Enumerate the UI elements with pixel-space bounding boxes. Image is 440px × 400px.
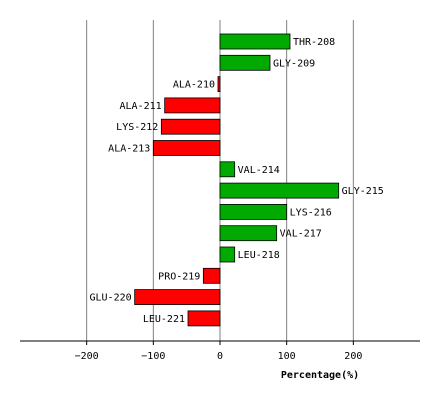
bar-gly-209 <box>219 54 271 71</box>
x-tick-label: −100 <box>141 351 165 362</box>
category-label: THR-208 <box>293 37 335 48</box>
bar-leu-218 <box>219 246 236 263</box>
category-label: ALA-213 <box>108 144 150 155</box>
bar-lys-212 <box>160 118 221 135</box>
x-tick-label: 200 <box>344 351 362 362</box>
bar-ala-213 <box>152 140 221 156</box>
category-label: GLY-215 <box>342 186 384 197</box>
category-label: LEU-218 <box>238 250 280 261</box>
grid-lines <box>86 20 354 341</box>
category-label: LYS-212 <box>116 122 158 133</box>
bar-val-214 <box>219 161 236 178</box>
category-label: GLU-220 <box>90 293 132 304</box>
category-label: GLY-209 <box>273 58 315 69</box>
category-labels: THR-208 GLY-209 ALA-210 ALA-211 LYS-212 ALA-2… <box>90 37 384 325</box>
x-tick-label: 100 <box>278 351 296 362</box>
category-label: PRO-219 <box>158 271 200 282</box>
bar-val-217 <box>219 225 278 242</box>
x-tick-label: −200 <box>75 351 99 362</box>
bar-lys-216 <box>219 203 288 220</box>
category-label: VAL-214 <box>238 165 280 176</box>
category-label: ALA-211 <box>120 101 162 112</box>
x-tick-label: 0 <box>217 351 223 362</box>
category-label: LYS-216 <box>290 207 332 218</box>
bar-glu-220 <box>134 289 221 306</box>
category-label: VAL-217 <box>280 229 322 240</box>
bar-pro-219 <box>202 267 221 284</box>
bar-leu-221 <box>187 310 221 327</box>
bar-ala-210 <box>217 76 221 92</box>
bar-thr-208 <box>219 33 291 50</box>
category-label: LEU-221 <box>143 314 185 325</box>
bars <box>134 33 340 327</box>
bar-gly-215 <box>219 182 340 199</box>
category-label: ALA-210 <box>173 80 215 91</box>
x-axis-ticks: −200 −100 0 100 200 <box>75 341 362 362</box>
bar-ala-211 <box>164 97 221 114</box>
x-axis-title: Percentage(%) <box>281 370 359 381</box>
